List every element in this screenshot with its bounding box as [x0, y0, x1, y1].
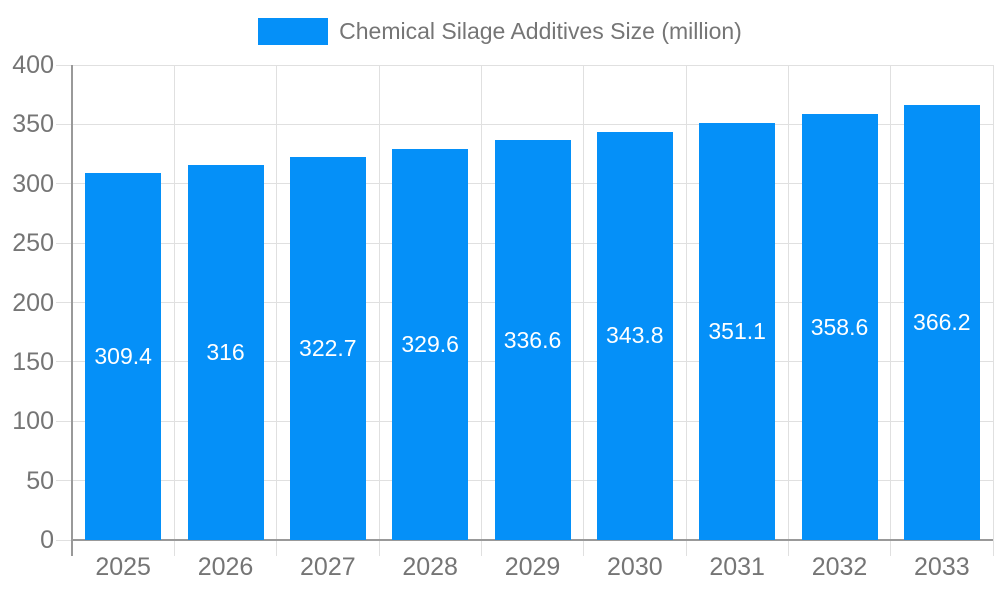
bar-2032[interactable]: 358.6 — [801, 114, 878, 540]
bar-value-label: 351.1 — [708, 318, 766, 345]
bar-2030[interactable]: 343.8 — [596, 131, 673, 540]
bar-2025[interactable]: 309.4 — [85, 172, 162, 540]
x-axis-line — [72, 539, 993, 541]
x-axis-category-label: 2031 — [709, 553, 765, 581]
y-gridline — [72, 123, 993, 125]
y-axis-tick — [56, 361, 72, 363]
legend-label: Chemical Silage Additives Size (million) — [339, 17, 742, 44]
x-gridline — [890, 65, 892, 540]
bar-value-label: 329.6 — [401, 330, 459, 357]
x-axis-tick — [787, 540, 789, 556]
x-axis-tick — [480, 540, 482, 556]
bar-2026[interactable]: 316 — [187, 164, 264, 540]
y-axis-tick — [56, 183, 72, 185]
y-axis-tick — [56, 64, 72, 66]
bar-2033[interactable]: 366.2 — [903, 105, 980, 540]
x-gridline — [173, 65, 175, 540]
bar-2027[interactable]: 322.7 — [289, 156, 366, 540]
x-axis-category-label: 2032 — [811, 553, 868, 581]
x-axis-category-label: 2029 — [504, 553, 561, 581]
x-gridline — [685, 65, 687, 540]
y-axis-tick — [56, 539, 72, 541]
x-axis-tick — [378, 540, 380, 556]
y-axis-tick-label: 150 — [12, 347, 54, 376]
x-axis-tick — [173, 540, 175, 556]
x-axis-tick — [685, 540, 687, 556]
y-gridline — [72, 64, 993, 66]
y-axis-tick — [56, 123, 72, 125]
x-axis-tick — [890, 540, 892, 556]
x-axis-category-label: 2026 — [197, 553, 254, 581]
y-axis-tick-label: 100 — [12, 407, 54, 436]
bar-value-label: 336.6 — [503, 326, 562, 353]
y-axis-tick — [56, 420, 72, 422]
y-axis-tick-label: 350 — [12, 110, 54, 139]
y-axis-tick-label: 250 — [12, 229, 54, 258]
bar-value-label: 358.6 — [810, 313, 869, 340]
x-axis-category-label: 2027 — [300, 553, 356, 581]
y-axis-tick-label: 50 — [26, 466, 54, 495]
bar-value-label: 343.8 — [606, 322, 664, 349]
y-axis-tick — [56, 302, 72, 303]
bar-2029[interactable]: 336.6 — [494, 140, 571, 540]
bar-value-label: 309.4 — [94, 342, 152, 369]
x-gridline — [480, 65, 482, 540]
legend-swatch-icon — [258, 17, 329, 45]
x-gridline — [787, 65, 789, 540]
y-axis-tick-label: 200 — [12, 288, 54, 317]
x-gridline — [378, 65, 380, 540]
y-axis-tick — [56, 242, 72, 244]
bar-2031[interactable]: 351.1 — [699, 123, 776, 540]
bar-value-label: 316 — [206, 338, 245, 365]
y-axis-tick — [56, 480, 72, 482]
y-axis-line — [71, 65, 73, 556]
bar-value-label: 366.2 — [913, 309, 971, 336]
x-gridline — [276, 65, 278, 540]
bar-value-label: 322.7 — [299, 334, 357, 361]
x-axis-category-label: 2033 — [914, 553, 970, 581]
y-axis-tick-label: 300 — [12, 169, 54, 198]
bar-2028[interactable]: 329.6 — [392, 148, 469, 540]
y-axis-tick-label: 400 — [12, 51, 54, 79]
legend[interactable]: Chemical Silage Additives Size (million) — [0, 16, 1000, 46]
x-axis-category-label: 2030 — [607, 553, 663, 581]
x-gridline — [583, 65, 585, 540]
x-axis-category-label: 2025 — [95, 553, 151, 581]
x-axis-tick — [992, 540, 994, 556]
x-axis-category-label: 2028 — [402, 553, 458, 581]
x-gridline — [992, 65, 994, 540]
x-axis-tick — [583, 540, 585, 556]
x-axis-tick — [276, 540, 278, 556]
y-axis-tick-label: 0 — [40, 526, 54, 554]
